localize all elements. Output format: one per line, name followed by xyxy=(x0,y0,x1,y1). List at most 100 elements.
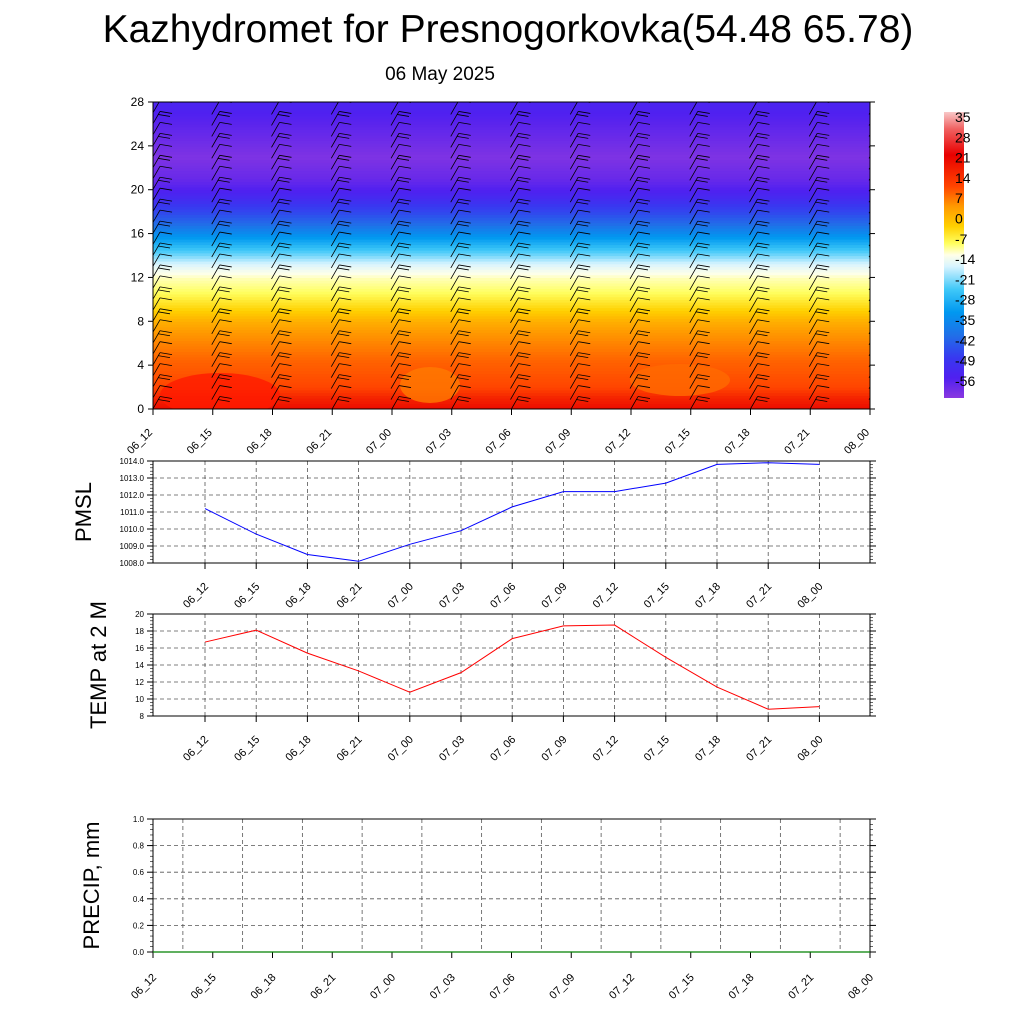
wind-barb xyxy=(271,242,280,258)
wind-barb xyxy=(390,231,400,247)
wind-barb-feather xyxy=(635,201,649,205)
heatmap-cell xyxy=(153,219,870,224)
y-tick-label: 1013.0 xyxy=(120,474,145,483)
wind-barb-feather xyxy=(817,198,830,202)
wind-barb xyxy=(629,231,639,247)
wind-barb xyxy=(391,396,400,409)
wind-barb xyxy=(510,330,519,345)
wind-barb-feather xyxy=(637,275,651,279)
wind-barb-feather xyxy=(518,187,531,191)
wind-barb-feather xyxy=(157,333,171,337)
wind-barb-feather xyxy=(578,352,591,356)
colorbar-bar xyxy=(944,112,964,398)
wind-barb-feather xyxy=(875,246,887,248)
wind-barb-feather xyxy=(817,396,830,399)
wind-barb-feather xyxy=(219,209,232,213)
wind-barb-feather xyxy=(877,309,889,311)
wind-barb xyxy=(749,122,758,137)
wind-barb-feather xyxy=(219,253,232,257)
wind-barb xyxy=(749,144,758,159)
wind-barb-feather xyxy=(337,267,350,271)
wind-barb-feather xyxy=(757,275,770,279)
wind-barb-feather xyxy=(697,253,710,257)
wind-barb-feather xyxy=(817,253,830,257)
x-tick-label: 06_21 xyxy=(335,734,365,764)
y-tick-label: 14 xyxy=(135,661,144,670)
wind-barb xyxy=(450,122,460,137)
wind-barb-feather xyxy=(635,289,649,293)
wind-barb-feather xyxy=(159,264,173,268)
y-tick-label: 8 xyxy=(140,712,145,721)
wind-barb-feather xyxy=(458,154,471,158)
wind-barb-feather xyxy=(757,341,770,345)
wind-barb xyxy=(749,396,758,409)
wind-barb-feather xyxy=(518,374,531,377)
wind-barb-feather xyxy=(516,355,529,359)
wind-barb xyxy=(271,330,280,345)
wind-barb-feather xyxy=(875,334,887,336)
heatmap-cell xyxy=(153,343,870,347)
wind-barb-feather xyxy=(695,114,708,117)
wind-barb xyxy=(689,374,699,389)
wind-barb-feather xyxy=(219,154,232,158)
heatmap-cell xyxy=(153,258,870,262)
wind-barb-feather xyxy=(458,143,471,147)
wind-barb xyxy=(450,275,460,291)
x-tick-label: 07_09 xyxy=(539,734,569,764)
wind-barb-feather xyxy=(755,311,768,315)
wind-barb xyxy=(451,396,460,409)
wind-barb-feather xyxy=(637,308,651,312)
wind-barb-feather xyxy=(578,220,591,224)
wind-barb xyxy=(211,102,220,115)
wind-barb-feather xyxy=(875,400,887,402)
wind-barb-feather xyxy=(695,223,708,227)
wind-barbs xyxy=(153,102,889,409)
wind-barb-feather xyxy=(219,396,232,399)
wind-barb-feather xyxy=(815,399,828,402)
y-tick-label: 1008.0 xyxy=(120,559,145,568)
wind-barb-feather xyxy=(635,179,649,183)
wind-barb-feather xyxy=(578,286,591,290)
wind-barb xyxy=(271,144,280,159)
wind-barb xyxy=(450,330,460,345)
wind-barb xyxy=(450,231,460,247)
wind-barb xyxy=(510,166,519,181)
wind-barb-feather xyxy=(817,264,830,268)
wind-barb-feather xyxy=(217,289,230,293)
colorbar-label: 7 xyxy=(955,190,963,206)
wind-barb-feather xyxy=(817,176,830,180)
wind-barb xyxy=(629,133,639,148)
y-tick-label: 16 xyxy=(131,227,145,241)
heatmap-cell xyxy=(153,206,870,210)
wind-barb xyxy=(211,187,221,203)
wind-barb-feather xyxy=(217,245,230,249)
wind-barb xyxy=(689,286,699,302)
heatmap-cell xyxy=(153,373,870,377)
wind-barb-feather xyxy=(458,330,471,334)
wind-barb xyxy=(689,198,699,214)
wind-barb-feather xyxy=(279,374,292,377)
wind-barb-feather xyxy=(219,264,232,268)
wind-barb xyxy=(569,187,579,203)
wind-barb-feather xyxy=(396,114,410,117)
wind-barb-feather xyxy=(817,319,830,323)
wind-barb-feather xyxy=(339,253,352,257)
wind-barb xyxy=(569,209,579,225)
wind-barb-feather xyxy=(757,374,770,377)
wind-barb xyxy=(330,144,340,159)
wind-barb xyxy=(629,385,639,400)
wind-barb-feather xyxy=(277,245,290,249)
wind-barb xyxy=(749,111,758,126)
wind-barb-feather xyxy=(578,341,591,345)
wind-barb-feather xyxy=(817,286,830,290)
wind-barb-feather xyxy=(398,264,412,268)
heatmap-cell xyxy=(153,145,870,150)
x-tick-label: 07_15 xyxy=(642,581,672,611)
colorbar-label: -56 xyxy=(955,373,975,389)
wind-barb-feather xyxy=(576,179,589,183)
wind-barb-feather xyxy=(219,341,232,345)
wind-barb xyxy=(510,297,519,313)
x-tick-label: 07_12 xyxy=(603,427,633,457)
wind-barb-feather xyxy=(576,114,589,117)
colorbar-label: -14 xyxy=(955,251,975,267)
